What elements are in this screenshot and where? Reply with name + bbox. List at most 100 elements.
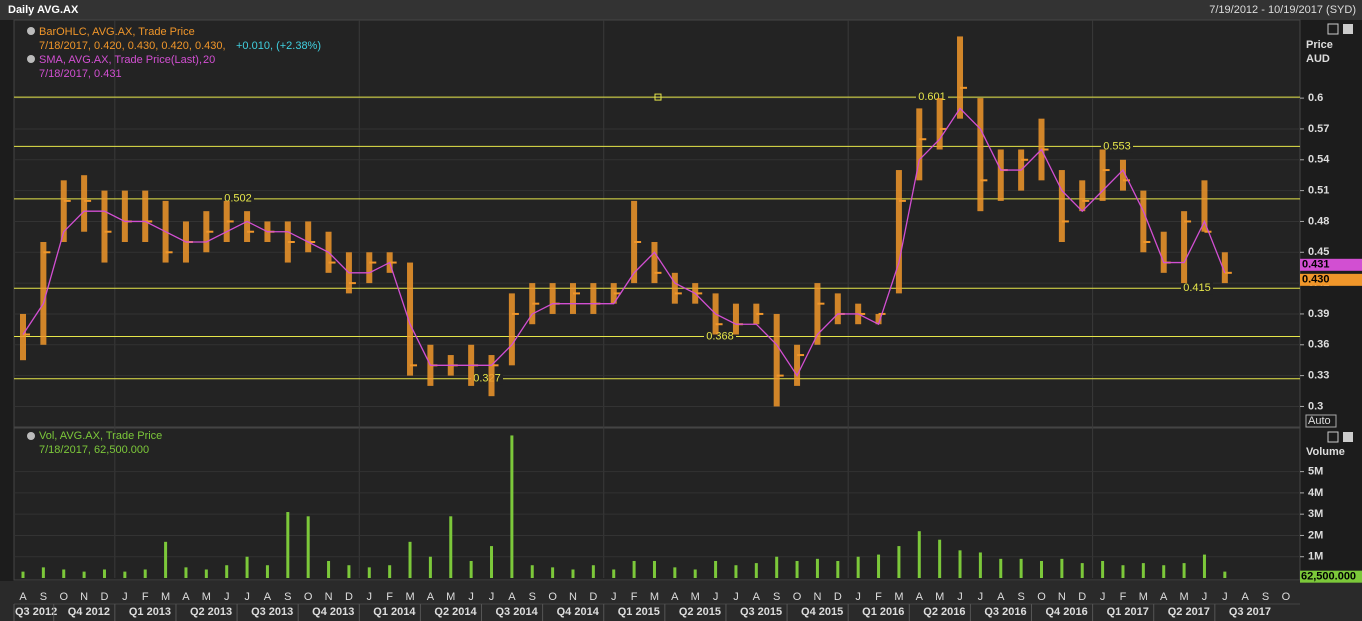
x-tick-label: J xyxy=(1100,591,1106,603)
y-axis-label: Price xyxy=(1306,39,1333,51)
volume-bar xyxy=(1080,563,1084,578)
level-label: 0.553 xyxy=(1103,140,1131,152)
price-range-bar xyxy=(671,272,678,304)
x-tick-label: M xyxy=(405,591,414,603)
maximize-button[interactable] xyxy=(1327,23,1339,35)
close-button[interactable] xyxy=(1343,432,1353,442)
quarter-label: Q4 2015 xyxy=(801,606,843,618)
volume-bar xyxy=(286,512,290,578)
volume-bar xyxy=(815,558,819,578)
volume-bar xyxy=(591,565,595,578)
auto-button[interactable] xyxy=(1305,414,1337,428)
x-tick-label: M xyxy=(691,591,700,603)
price-badge-label: 0.430 xyxy=(1302,274,1330,286)
quarter-label: Q2 2014 xyxy=(434,606,477,618)
price-range-bar xyxy=(590,283,597,314)
x-tick-label: O xyxy=(1282,591,1291,603)
x-tick-label: F xyxy=(386,591,393,603)
x-tick-label: O xyxy=(59,591,68,603)
volume-bar xyxy=(164,541,168,578)
y-tick-label: 0.36 xyxy=(1308,339,1329,351)
y-tick-label: 0.54 xyxy=(1308,154,1330,166)
panel-buttons[interactable] xyxy=(1327,23,1353,443)
y-tick-label: 3M xyxy=(1308,508,1323,520)
volume-badge-label: 62,500.000 xyxy=(1301,571,1356,583)
quarter-label: Q4 2014 xyxy=(557,606,600,618)
price-range-bar xyxy=(1201,180,1208,232)
price-range-bar xyxy=(1058,170,1065,242)
volume-bar xyxy=(938,539,942,578)
x-tick-label: J xyxy=(1222,591,1228,603)
price-range-bar xyxy=(20,313,26,361)
quarter-label: Q3 2012 xyxy=(15,606,57,618)
price-range-bar xyxy=(366,252,373,284)
volume-bar xyxy=(1060,558,1064,578)
price-range-bar xyxy=(1181,211,1188,284)
quarter-label: Q4 2016 xyxy=(1046,606,1088,618)
x-tick-label: D xyxy=(345,591,353,603)
legend-icon[interactable] xyxy=(27,55,35,63)
volume-bar xyxy=(245,556,249,578)
date-range: 7/19/2012 - 10/19/2017 (SYD) xyxy=(1209,4,1356,16)
quarter-label: Q3 2016 xyxy=(984,606,1026,618)
volume-badge xyxy=(1300,570,1362,583)
quarter-label: Q3 2013 xyxy=(251,606,293,618)
volume-bar xyxy=(775,556,779,578)
price-range-bar xyxy=(651,242,658,284)
x-tick-label: A xyxy=(1160,591,1168,603)
volume-bar xyxy=(754,563,758,578)
y-tick-label: 0.39 xyxy=(1308,308,1329,320)
quarter-label: Q3 2015 xyxy=(740,606,782,618)
volume-bar xyxy=(612,569,616,578)
chart-title: Daily AVG.AX xyxy=(8,4,79,16)
x-tick-label: J xyxy=(978,591,984,603)
volume-bar xyxy=(225,565,229,578)
x-tick-label: M xyxy=(202,591,211,603)
price-range-bar xyxy=(794,344,801,386)
quarter-label: Q3 2014 xyxy=(496,606,539,618)
quarter-label: Q3 2017 xyxy=(1229,606,1271,618)
x-tick-label: M xyxy=(446,591,455,603)
y-tick-label: 0.33 xyxy=(1308,370,1329,382)
level-label-bg xyxy=(704,330,736,343)
maximize-button[interactable] xyxy=(1327,431,1339,443)
quarter-label: Q2 2013 xyxy=(190,606,232,618)
x-tick-label: F xyxy=(631,591,638,603)
close-button[interactable] xyxy=(1343,24,1353,34)
volume-bar xyxy=(999,558,1003,578)
volume-bar xyxy=(714,560,718,578)
y-tick-label: 0.6 xyxy=(1308,92,1323,104)
volume-bar xyxy=(347,565,351,578)
volume-bar xyxy=(1202,554,1206,578)
volume-bar xyxy=(184,567,188,578)
volume-bar xyxy=(510,435,514,578)
x-tick-label: J xyxy=(244,591,250,603)
legend-icon[interactable] xyxy=(27,432,35,440)
x-tick-label: J xyxy=(224,591,230,603)
x-tick-label: J xyxy=(122,591,128,603)
x-tick-label: A xyxy=(427,591,435,603)
level-label: 0.502 xyxy=(224,193,252,205)
volume-bar xyxy=(428,556,432,578)
level-handle xyxy=(654,93,662,101)
price-badge-label: 0.431 xyxy=(1302,259,1330,271)
price-range-bar xyxy=(488,355,495,397)
x-tick-label: J xyxy=(855,591,861,603)
x-tick-label: A xyxy=(671,591,679,603)
price-range-bar xyxy=(60,180,67,242)
x-tick-label: N xyxy=(1058,591,1066,603)
x-tick-label: N xyxy=(813,591,821,603)
y-tick-label: 0.3 xyxy=(1308,400,1323,412)
quarter-label: Q2 2016 xyxy=(923,606,965,618)
volume-bar xyxy=(693,569,697,578)
x-tick-label: D xyxy=(101,591,109,603)
x-tick-label: J xyxy=(957,591,963,603)
volume-bar xyxy=(490,546,494,578)
legend-icon[interactable] xyxy=(27,27,35,35)
x-tick-label: M xyxy=(1180,591,1189,603)
price-range-bar xyxy=(977,98,984,212)
level-label-bg xyxy=(1181,282,1213,295)
y-tick-label: 5M xyxy=(1308,466,1323,478)
x-tick-label: M xyxy=(1139,591,1148,603)
